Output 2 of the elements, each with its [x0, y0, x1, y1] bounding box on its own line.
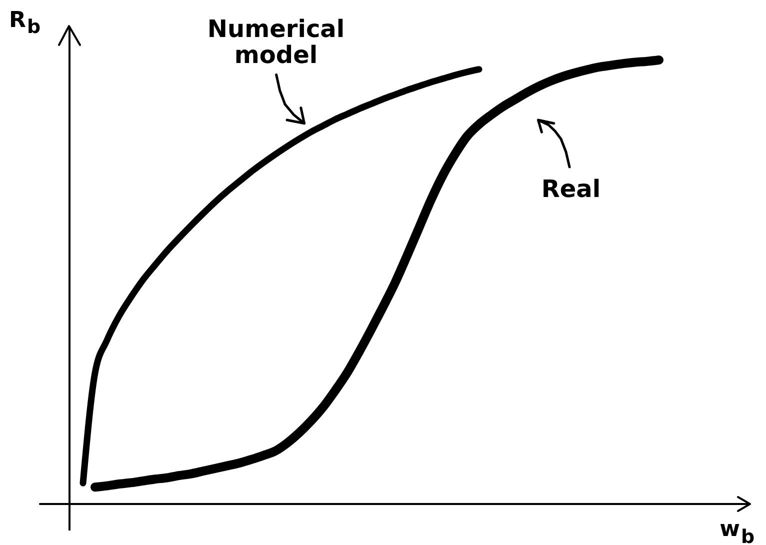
series-label: Numerical model: [207, 15, 345, 69]
legend-label: Real: [541, 175, 601, 203]
